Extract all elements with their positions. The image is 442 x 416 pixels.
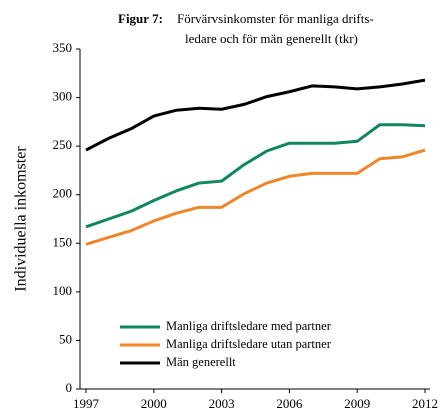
x-tick-label: 2012 (412, 396, 438, 411)
y-axis-label: Individuella inkomster (13, 146, 30, 292)
y-tick-label: 0 (66, 380, 73, 395)
legend-label: Män generellt (166, 355, 236, 369)
x-tick-label: 2003 (209, 396, 235, 411)
chart-title-label: Figur 7: (118, 11, 163, 26)
y-tick-label: 250 (53, 137, 73, 152)
y-tick-label: 100 (53, 283, 73, 298)
x-tick-label: 2000 (141, 396, 167, 411)
y-tick-label: 300 (53, 89, 73, 104)
y-tick-label: 350 (53, 40, 73, 55)
series-line (85, 123, 426, 229)
y-tick-label: 200 (53, 186, 73, 201)
legend-label: Manliga driftsledare utan partner (166, 337, 332, 351)
y-tick-label: 150 (53, 234, 73, 249)
chart-title: Förvärvsinkomster för manliga drifts- (177, 11, 374, 26)
x-tick-label: 2009 (344, 396, 370, 411)
chart-title: ledare och för män generellt (tkr) (185, 31, 358, 46)
y-tick-label: 50 (59, 331, 72, 346)
legend-label: Manliga driftsledare med partner (166, 319, 332, 333)
x-tick-label: 1997 (73, 396, 100, 411)
x-tick-label: 2006 (276, 396, 303, 411)
series-line (85, 148, 426, 246)
series-line (85, 78, 426, 152)
